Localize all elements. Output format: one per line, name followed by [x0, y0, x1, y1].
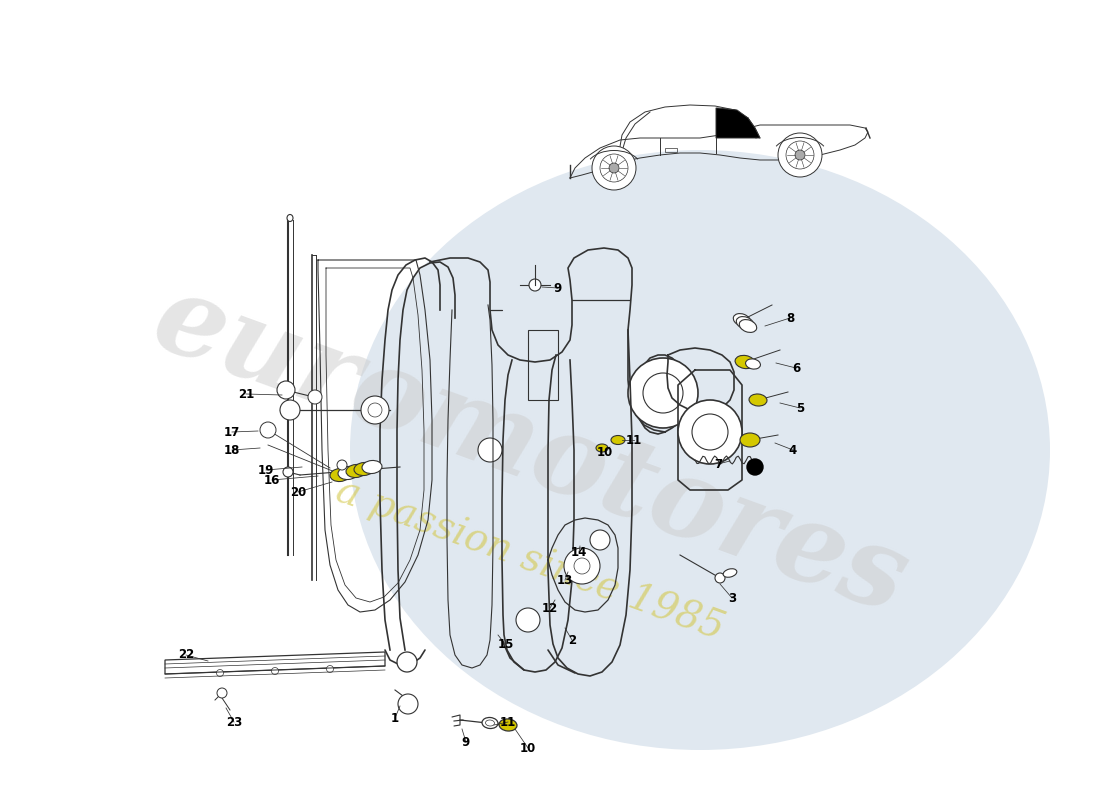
- Circle shape: [280, 400, 300, 420]
- Circle shape: [786, 141, 814, 169]
- Ellipse shape: [338, 466, 358, 479]
- Text: 9: 9: [554, 282, 562, 294]
- Circle shape: [590, 530, 610, 550]
- Circle shape: [398, 694, 418, 714]
- Circle shape: [592, 146, 636, 190]
- Ellipse shape: [499, 719, 517, 731]
- Ellipse shape: [379, 175, 1020, 725]
- Ellipse shape: [610, 435, 625, 445]
- Circle shape: [644, 373, 683, 413]
- Circle shape: [368, 403, 382, 417]
- Circle shape: [272, 667, 278, 674]
- Text: 1: 1: [390, 711, 399, 725]
- Text: 12: 12: [542, 602, 558, 614]
- Ellipse shape: [287, 214, 293, 222]
- Circle shape: [217, 688, 227, 698]
- Ellipse shape: [739, 319, 757, 333]
- Ellipse shape: [425, 213, 975, 687]
- Circle shape: [628, 358, 698, 428]
- Circle shape: [747, 459, 763, 475]
- Text: 21: 21: [238, 387, 254, 401]
- Bar: [666, 148, 676, 152]
- Circle shape: [337, 460, 346, 470]
- Ellipse shape: [736, 317, 754, 330]
- Circle shape: [217, 670, 223, 677]
- Circle shape: [327, 666, 333, 673]
- Circle shape: [361, 396, 389, 424]
- Text: 20: 20: [290, 486, 306, 498]
- Text: a passion since 1985: a passion since 1985: [331, 472, 729, 648]
- Polygon shape: [716, 108, 760, 138]
- Circle shape: [600, 154, 628, 182]
- Text: 2: 2: [568, 634, 576, 646]
- Ellipse shape: [365, 162, 1035, 738]
- Text: 6: 6: [792, 362, 800, 374]
- Text: 15: 15: [498, 638, 514, 651]
- Text: 3: 3: [728, 591, 736, 605]
- Ellipse shape: [735, 355, 755, 369]
- Circle shape: [516, 608, 540, 632]
- Text: 9: 9: [462, 735, 470, 749]
- Text: 8: 8: [785, 311, 794, 325]
- Circle shape: [397, 652, 417, 672]
- Circle shape: [692, 414, 728, 450]
- Text: 10: 10: [597, 446, 613, 458]
- Circle shape: [778, 133, 822, 177]
- Circle shape: [283, 467, 293, 477]
- Bar: [528, 330, 558, 400]
- Ellipse shape: [455, 238, 945, 662]
- Ellipse shape: [350, 150, 1050, 750]
- Text: 17: 17: [224, 426, 240, 438]
- Ellipse shape: [354, 462, 374, 475]
- Circle shape: [574, 558, 590, 574]
- Circle shape: [260, 422, 276, 438]
- Ellipse shape: [740, 433, 760, 447]
- Ellipse shape: [746, 359, 760, 369]
- Ellipse shape: [749, 394, 767, 406]
- Ellipse shape: [723, 569, 737, 578]
- Ellipse shape: [734, 314, 750, 326]
- Circle shape: [308, 390, 322, 404]
- Ellipse shape: [395, 187, 1005, 713]
- Circle shape: [277, 381, 295, 399]
- Text: 23: 23: [226, 715, 242, 729]
- Circle shape: [795, 150, 805, 160]
- Ellipse shape: [485, 720, 495, 726]
- Text: 13: 13: [557, 574, 573, 586]
- Text: 14: 14: [571, 546, 587, 558]
- Text: 11: 11: [626, 434, 642, 446]
- Circle shape: [609, 163, 619, 173]
- Ellipse shape: [596, 444, 608, 452]
- Circle shape: [478, 438, 502, 462]
- Ellipse shape: [346, 465, 366, 478]
- Circle shape: [564, 548, 600, 584]
- Text: 11: 11: [499, 715, 516, 729]
- Ellipse shape: [482, 718, 498, 729]
- Ellipse shape: [330, 469, 350, 482]
- Text: 5: 5: [796, 402, 804, 414]
- Ellipse shape: [362, 461, 382, 474]
- Circle shape: [678, 400, 743, 464]
- Circle shape: [529, 279, 541, 291]
- Text: 19: 19: [257, 463, 274, 477]
- Ellipse shape: [410, 200, 990, 700]
- Text: euromotores: euromotores: [139, 264, 921, 636]
- Text: 18: 18: [223, 443, 240, 457]
- Ellipse shape: [440, 225, 960, 675]
- Circle shape: [715, 573, 725, 583]
- Text: 22: 22: [178, 649, 194, 662]
- Text: 7: 7: [714, 458, 722, 470]
- Text: 16: 16: [264, 474, 280, 486]
- Text: 4: 4: [789, 443, 797, 457]
- Text: 10: 10: [520, 742, 536, 754]
